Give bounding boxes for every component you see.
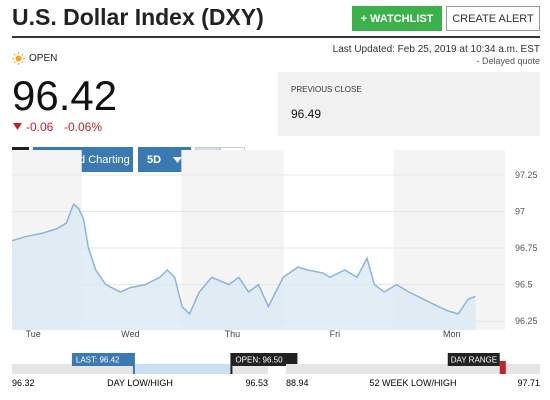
period-label: 5D xyxy=(147,153,162,166)
y-tick-label: 96.75 xyxy=(515,243,538,253)
day-range-tag xyxy=(447,353,500,366)
day-range-fill xyxy=(133,364,232,374)
previous-close-label: PREVIOUS CLOSE xyxy=(291,85,362,94)
open-marker xyxy=(231,353,298,366)
day-low: 96.32 xyxy=(12,378,35,388)
sun-icon xyxy=(12,52,25,65)
week-high: 97.71 xyxy=(517,378,540,388)
price: 96.42 xyxy=(12,72,118,119)
page-title: U.S. Dollar Index (DXY) xyxy=(12,4,264,30)
x-tick-label: Fri xyxy=(330,329,341,339)
price-line xyxy=(11,202,476,316)
x-tick-label: Wed xyxy=(121,329,139,339)
day-range-marker xyxy=(499,361,506,374)
watchlist-button[interactable]: + WATCHLIST xyxy=(352,6,442,31)
y-tick-label: 97 xyxy=(515,206,525,216)
y-tick-label: 96.25 xyxy=(515,316,538,326)
change: -0.06 xyxy=(26,120,54,134)
day-range-tag-label: DAY RANGE xyxy=(451,356,497,365)
delayed-note: - Delayed quote xyxy=(476,56,540,66)
day-range-label: DAY LOW/HIGH xyxy=(107,378,173,388)
y-tick-label: 97.25 xyxy=(515,170,538,180)
x-tick-label: Tue xyxy=(26,329,41,339)
x-tick-label: Thu xyxy=(225,329,241,339)
week-low: 88.94 xyxy=(286,378,309,388)
last-label: LAST: 96.42 xyxy=(76,356,120,365)
week-range-label: 52 WEEK LOW/HIGH xyxy=(369,378,456,388)
last-updated: Last Updated: Feb 25, 2019 at 10:34 a.m.… xyxy=(332,44,540,55)
header-rule xyxy=(12,36,540,38)
day-high: 96.53 xyxy=(245,378,268,388)
previous-close-value: 96.49 xyxy=(291,107,322,121)
y-tick-label: 96.5 xyxy=(515,280,533,290)
change-percent: -0.06% xyxy=(64,120,103,134)
market-state: OPEN xyxy=(29,53,58,64)
down-arrow xyxy=(13,123,22,130)
week-range-track xyxy=(286,364,540,374)
price-area xyxy=(12,204,476,330)
last-marker xyxy=(71,353,134,366)
create-alert-button[interactable]: CREATE ALERT xyxy=(446,6,540,31)
caret xyxy=(173,156,183,163)
previous-close-box xyxy=(278,72,540,136)
open-label: OPEN: 96.50 xyxy=(235,356,283,365)
x-tick-label: Mon xyxy=(443,329,461,339)
delayed-text: Delayed quote xyxy=(481,56,540,66)
